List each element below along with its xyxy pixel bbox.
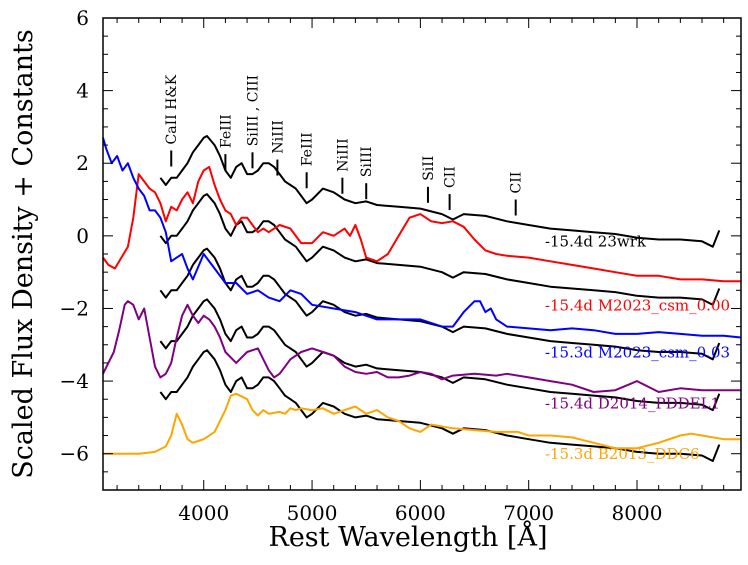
y-axis-ticks: −6 −4 −2 0 2 4 6 xyxy=(60,6,741,491)
series-label-group: -15.4d 23wrk -15.4d M2023_csm_0.00 -15.3d … xyxy=(545,233,730,463)
observed-spectrum-copy-2 xyxy=(159,247,721,361)
series-line--15-4d-23wrk xyxy=(159,135,721,248)
series-label: -15.4d 23wrk xyxy=(545,233,647,251)
series-line--15-3d-m2023-csm-0-03 xyxy=(102,137,742,339)
x-tick-label: 5000 xyxy=(287,501,338,525)
series-label: -15.4d D2014_PDDEL1 xyxy=(545,394,720,412)
line-id-label: CII xyxy=(443,166,459,188)
y-tick-label: −6 xyxy=(60,442,89,466)
series-line--15-4d-m2023-csm-0-00 xyxy=(102,165,741,283)
observed-spectrum-copy-4 xyxy=(159,349,721,462)
line-id-label: NiIII xyxy=(270,120,286,153)
line-id-label: CaII H&K xyxy=(164,74,180,144)
line-id-label: NiIII xyxy=(335,138,351,171)
y-tick-label: −4 xyxy=(60,369,89,393)
x-tick-label: 6000 xyxy=(395,501,446,525)
y-axis-title: Scaled Flux Density + Constants xyxy=(8,29,39,478)
observed-spectrum-copy-3 xyxy=(159,298,721,412)
line-id-label: SiII xyxy=(421,156,437,181)
plot-series-group xyxy=(102,135,742,462)
y-tick-label: 6 xyxy=(76,6,89,30)
x-tick-label: 8000 xyxy=(612,501,663,525)
series-label: -15.3d M2023_csm_0.03 xyxy=(545,343,730,361)
line-id-label: FeIII xyxy=(218,114,234,148)
y-tick-label: −2 xyxy=(60,296,89,320)
y-tick-label: 0 xyxy=(76,224,89,248)
x-tick-label: 7000 xyxy=(503,501,554,525)
line-id-label: CII xyxy=(509,172,525,194)
line-id-label: SiIII xyxy=(359,146,375,177)
line-id-label: SiIII , CIII xyxy=(245,75,261,146)
observed-spectrum-copy-1 xyxy=(159,193,721,306)
y-tick-label: 2 xyxy=(76,151,89,175)
series-line--15-4d-d2014-pddel1 xyxy=(102,300,741,393)
x-tick-label: 4000 xyxy=(178,501,229,525)
x-axis-title: Rest Wavelength [Å] xyxy=(268,520,547,553)
series-line--15-3d-b2013-ddc6 xyxy=(103,392,741,455)
series-label: -15.4d M2023_csm_0.00 xyxy=(545,296,730,314)
y-tick-label: 4 xyxy=(76,79,89,103)
x-axis-ticks: 4000 5000 6000 7000 8000 xyxy=(116,18,725,525)
plot-frame xyxy=(102,17,742,491)
line-id-label: FeIII xyxy=(300,132,316,166)
line-id-group: CaII H&K FeIII SiIII , CIII NiIII FeIII NiIII… xyxy=(164,74,525,216)
series-label: -15.3d B2013_DDC6 xyxy=(545,445,700,463)
